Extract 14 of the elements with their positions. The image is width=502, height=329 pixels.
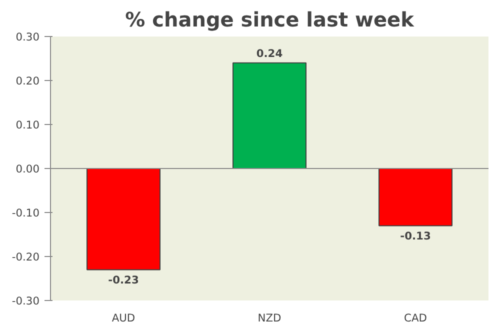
y-tick-label: -0.10 (12, 206, 40, 220)
y-tick-label: -0.20 (12, 250, 40, 264)
chart-title: % change since last week (125, 8, 415, 32)
y-tick-label: -0.30 (12, 294, 40, 308)
data-label: -0.13 (400, 230, 431, 243)
data-label: -0.23 (108, 274, 139, 287)
y-tick-label: 0.00 (16, 162, 40, 176)
y-tick-label: 0.30 (16, 30, 40, 44)
y-tick-label: 0.10 (16, 118, 40, 132)
x-tick-label: CAD (404, 312, 427, 324)
x-tick-label: NZD (258, 312, 282, 324)
data-label: 0.24 (256, 46, 283, 60)
y-tick-label: 0.20 (16, 74, 40, 88)
x-tick-label: AUD (112, 312, 136, 324)
